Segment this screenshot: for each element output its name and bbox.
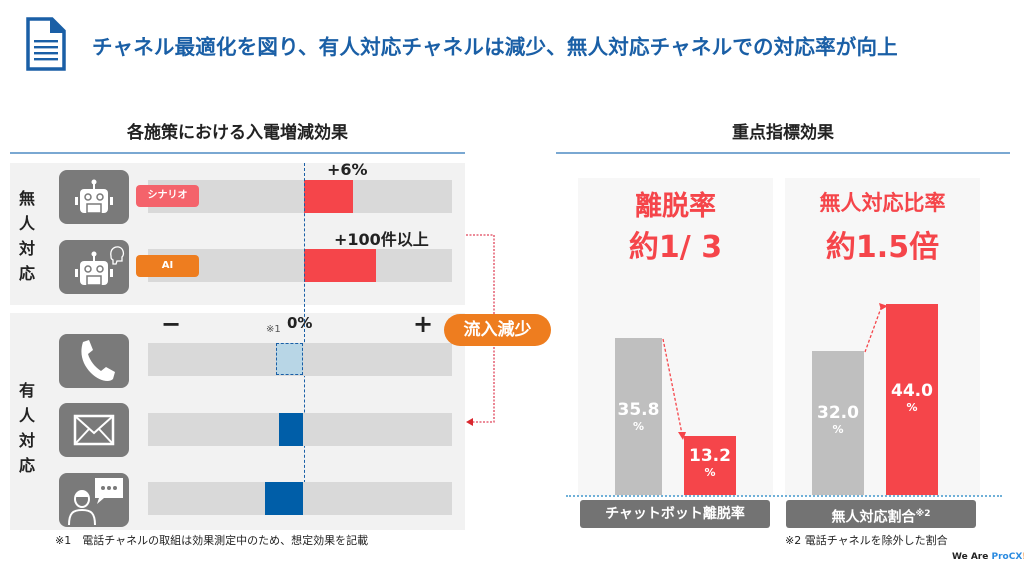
category-label-dropout: チャットボット離脱率 bbox=[580, 500, 770, 528]
left-section-title: 各施策における入電増減効果 bbox=[127, 123, 348, 143]
left-footnote: ※1 電話チャネルの取組は効果測定中のため、想定効果を記載 bbox=[55, 534, 369, 547]
bar-dropout-after: 13.2 % bbox=[684, 436, 736, 495]
brand-logo: We Are ProCX! bbox=[952, 552, 1024, 562]
phone-icon bbox=[59, 334, 129, 388]
bar-chat bbox=[265, 482, 303, 515]
axis-minus-label: − bbox=[161, 310, 182, 338]
bar-ai bbox=[304, 249, 376, 282]
bar-scenario bbox=[304, 180, 353, 213]
document-icon bbox=[26, 17, 66, 71]
bar-unmanned-after: 44.0 % bbox=[886, 304, 938, 495]
section-divider bbox=[556, 152, 1010, 154]
tag-ai: AI bbox=[136, 255, 199, 277]
kpi-value-dropout: 約1/ 3 bbox=[628, 230, 723, 265]
operator-chat-icon bbox=[59, 473, 129, 527]
kpi-value-unmanned: 約1.5倍 bbox=[825, 230, 940, 265]
category-label-unmanned: 無人対応割合※2 bbox=[786, 500, 976, 528]
right-section-title: 重点指標効果 bbox=[732, 123, 834, 143]
kpi-headline-dropout: 離脱率 bbox=[635, 191, 716, 222]
axis-plus-label: + bbox=[413, 310, 434, 338]
right-footnote: ※2 電話チャネルを除外した割合 bbox=[785, 534, 948, 547]
baseline bbox=[566, 495, 1002, 497]
kpi-card-dropout bbox=[578, 178, 773, 496]
bar-label-scenario: +6% bbox=[327, 160, 368, 179]
tag-scenario: シナリオ bbox=[136, 185, 199, 207]
bar-unmanned-before: 32.0 % bbox=[812, 351, 864, 495]
manned-group-label: 有 人 対 応 bbox=[18, 381, 35, 475]
flow-arrow bbox=[466, 234, 495, 426]
bar-mail bbox=[279, 413, 303, 446]
axis-zero-label: 0% bbox=[287, 314, 313, 332]
page-title: チャネル最適化を図り、有人対応チャネルは減少、無人対応チャネルでの対応率が向上 bbox=[92, 35, 898, 59]
zero-axis-line bbox=[304, 163, 305, 493]
kpi-headline-unmanned: 無人対応比率 bbox=[819, 191, 946, 215]
robot-ai-icon bbox=[59, 240, 129, 294]
bar-phone-estimated bbox=[276, 343, 303, 375]
trend-arrow-up bbox=[864, 303, 888, 353]
zero-note-mark: ※1 bbox=[266, 324, 281, 335]
flow-reduction-badge: 流入減少 bbox=[444, 314, 551, 346]
bar-label-ai: +100件以上 bbox=[334, 230, 429, 249]
bar-dropout-before: 35.8 % bbox=[615, 338, 662, 495]
section-divider bbox=[10, 152, 465, 154]
robot-icon bbox=[59, 170, 129, 224]
trend-arrow-down bbox=[662, 338, 686, 440]
unmanned-group-label: 無 人 対 応 bbox=[18, 189, 35, 283]
mail-icon bbox=[59, 403, 129, 457]
